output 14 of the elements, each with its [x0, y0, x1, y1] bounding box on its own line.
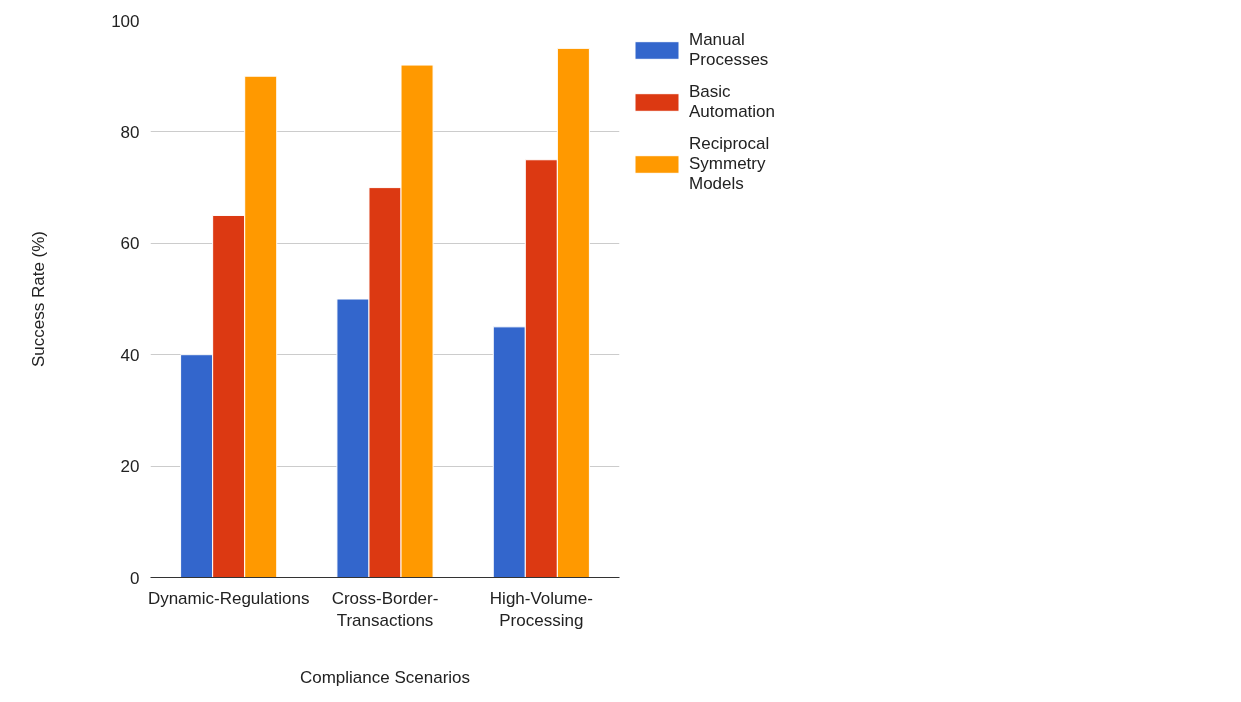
legend-label: Basic Automation: [689, 82, 775, 122]
y-tick-label: 40: [120, 345, 140, 365]
y-tick-label: 80: [120, 122, 140, 142]
legend-label: Manual Processes: [689, 30, 769, 70]
y-tick-label: 100: [111, 11, 140, 31]
x-tick-label: Cross-Border-Transactions: [331, 588, 439, 631]
y-tick-label: 0: [130, 568, 140, 588]
y-tick-label: 20: [120, 457, 140, 477]
y-axis-title: Success Rate (%): [29, 230, 49, 368]
x-tick-label: Dynamic-Regulations: [147, 588, 310, 608]
x-tick-label: High-Volume-Processing: [489, 588, 593, 631]
x-axis-title: Compliance Scenarios: [299, 668, 471, 688]
legend-label: Reciprocal Symmetry Models: [689, 134, 770, 194]
y-tick-label: 60: [120, 234, 140, 254]
